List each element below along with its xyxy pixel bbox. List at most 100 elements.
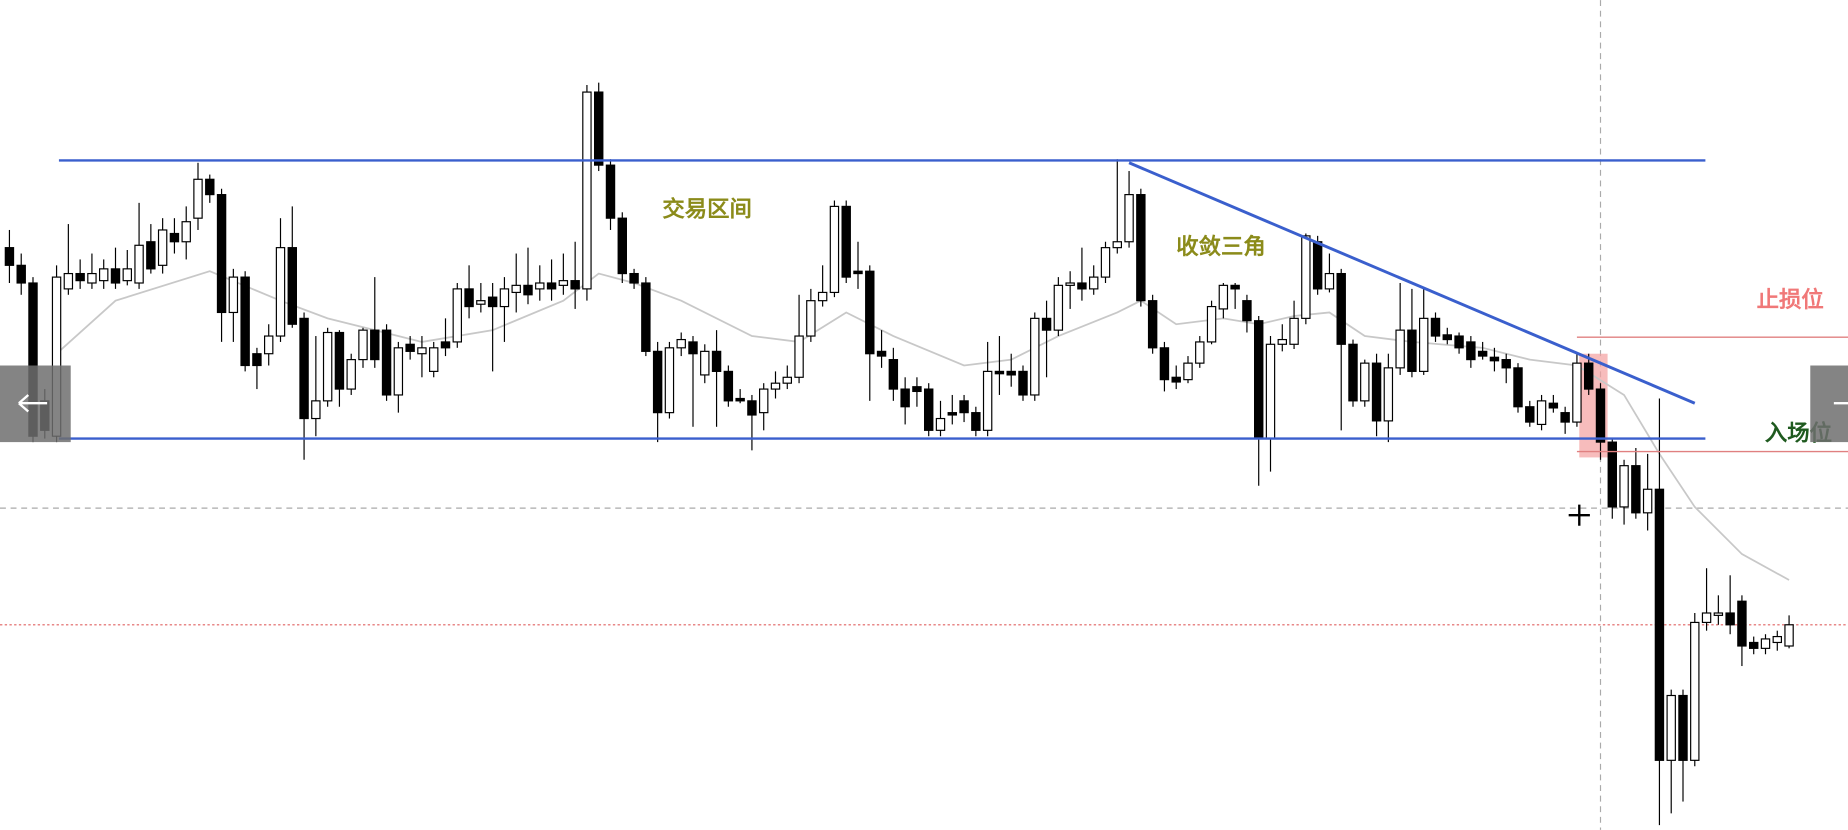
candle-body	[63, 272, 74, 290]
candle-body	[700, 350, 710, 376]
candle-body	[1183, 362, 1193, 381]
candle-body	[417, 347, 427, 355]
candle-body	[87, 272, 97, 284]
candle-body	[994, 370, 1005, 375]
candle-body	[1159, 347, 1170, 381]
candle-body	[971, 412, 981, 431]
candle-body	[912, 386, 922, 393]
candle-body	[1136, 194, 1146, 302]
candle-body	[1089, 276, 1099, 290]
candle-body	[947, 412, 957, 416]
candle-body	[1572, 362, 1582, 423]
candle-body	[1607, 441, 1617, 508]
candle-body	[1265, 343, 1276, 440]
candle-body	[1631, 465, 1641, 514]
candle-body	[405, 343, 415, 352]
candle-body	[629, 272, 639, 284]
candle-body	[346, 359, 356, 390]
candle-body	[1030, 317, 1040, 396]
candle-body	[935, 417, 946, 431]
candle-body	[1077, 282, 1087, 290]
candle-body	[1713, 612, 1724, 616]
candle-body	[1737, 600, 1747, 647]
candle-body	[487, 296, 498, 308]
candle-body	[982, 370, 993, 431]
candle-body	[770, 382, 781, 390]
candle-body	[1666, 694, 1676, 761]
candle-body	[1147, 300, 1158, 349]
candle-body	[817, 291, 828, 302]
candle-body	[275, 247, 286, 337]
candle-body	[429, 347, 439, 372]
candle-body	[829, 205, 840, 294]
trendline	[1128, 161, 1696, 405]
candle-body	[1442, 334, 1452, 341]
candle-body	[711, 350, 722, 372]
cursor	[1568, 504, 1590, 526]
candle-body	[888, 359, 899, 390]
candle-body	[393, 347, 404, 396]
candle-body	[1454, 335, 1464, 349]
candle-body	[841, 205, 851, 278]
annotation-label: 交易区间	[662, 195, 752, 222]
candle-body	[1548, 402, 1559, 409]
candle-body	[1725, 612, 1735, 626]
candle-body	[1206, 305, 1217, 343]
candle-body	[511, 284, 521, 294]
candle-body	[1701, 612, 1712, 624]
candle-body	[311, 400, 321, 420]
candle-body	[157, 229, 168, 266]
candle-body	[1525, 406, 1535, 423]
candle-body	[1536, 400, 1547, 426]
candle-body	[75, 272, 85, 282]
candle-body	[1041, 317, 1052, 331]
candle-body	[16, 264, 26, 284]
candle-body	[617, 217, 627, 275]
candle-body	[782, 376, 792, 384]
candle-body	[1749, 641, 1759, 649]
candle-body	[523, 284, 533, 296]
candle-body	[865, 270, 875, 355]
candle-body	[216, 194, 227, 314]
annotation-label: 收敛三角	[1176, 233, 1266, 260]
candle-body	[240, 276, 250, 367]
candle-body	[1772, 635, 1782, 644]
candle-body	[959, 400, 969, 414]
candle-body	[924, 388, 934, 431]
candle-body	[1690, 621, 1700, 761]
candle-body	[464, 288, 474, 308]
candle-body	[440, 341, 451, 349]
candle-body	[146, 241, 156, 270]
candle-body	[1360, 362, 1370, 402]
candle-body	[664, 347, 675, 414]
candle-body	[264, 335, 274, 355]
candle-body	[322, 331, 333, 402]
candle-body	[558, 280, 569, 286]
candle-body	[1678, 694, 1688, 761]
candle-body	[1324, 272, 1335, 290]
candle-body	[806, 300, 816, 337]
candle-body	[676, 338, 686, 349]
candle-body	[287, 247, 297, 325]
candle-body	[228, 276, 239, 314]
candle-body	[594, 91, 604, 166]
candle-body	[1242, 300, 1252, 322]
candle-body	[1513, 367, 1523, 408]
candle-body	[252, 353, 262, 367]
candle-body	[1371, 362, 1382, 422]
candle-body	[1289, 317, 1299, 345]
candle-body	[1006, 370, 1016, 376]
candle-body	[1395, 329, 1405, 369]
candle-body	[900, 388, 910, 408]
candle-body	[1560, 412, 1570, 423]
candle-body	[134, 244, 144, 284]
candle-body	[688, 341, 698, 355]
candle-body	[853, 270, 863, 275]
candle-body	[535, 282, 545, 290]
candle-body	[334, 331, 345, 390]
candle-body	[735, 397, 745, 402]
overlay-layer	[0, 365, 1848, 526]
